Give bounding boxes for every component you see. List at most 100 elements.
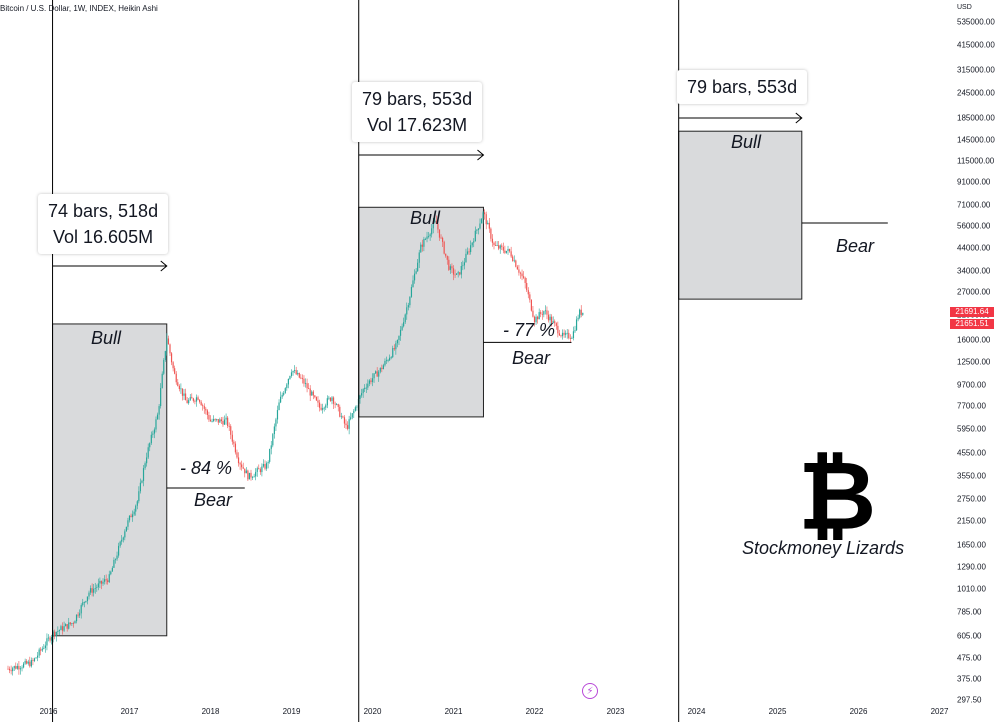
- candle: [135, 504, 137, 516]
- candle: [343, 415, 346, 429]
- candle: [259, 467, 261, 475]
- candle: [375, 370, 377, 374]
- y-tick-label: 475.00: [957, 653, 982, 663]
- candle: [213, 415, 215, 423]
- candle: [474, 226, 476, 242]
- candle: [482, 210, 484, 224]
- candle: [40, 647, 42, 656]
- x-tick-label: 2026: [849, 707, 868, 716]
- y-tick-label: 91000.00: [957, 177, 991, 187]
- candle: [443, 240, 445, 255]
- y-tick-label: 315000.00: [957, 65, 995, 75]
- x-tick-label: 2027: [930, 707, 949, 716]
- candle: [569, 334, 571, 343]
- candle: [191, 393, 193, 399]
- candle: [300, 374, 302, 380]
- candle: [328, 395, 330, 400]
- candle: [225, 413, 227, 425]
- candle: [577, 314, 579, 322]
- candle: [317, 396, 319, 408]
- y-tick-label: 185000.00: [957, 113, 995, 123]
- candle: [72, 621, 75, 628]
- y-tick-label: 2750.00: [957, 494, 986, 504]
- candle: [351, 413, 353, 420]
- candle: [315, 396, 318, 402]
- candle: [348, 415, 350, 435]
- candle: [83, 601, 85, 608]
- candle: [93, 584, 95, 597]
- candle: [279, 391, 282, 404]
- candle: [264, 460, 266, 471]
- candle: [580, 305, 582, 318]
- candle: [116, 551, 118, 561]
- candle: [389, 354, 391, 362]
- candle: [144, 461, 146, 470]
- candle: [521, 269, 523, 281]
- candle: [502, 242, 504, 254]
- candle: [412, 275, 414, 288]
- candle: [206, 409, 208, 420]
- candle: [477, 228, 480, 235]
- candle: [399, 325, 402, 341]
- candle: [331, 396, 333, 405]
- candle: [485, 211, 487, 230]
- cycle3-bear-label: Bear: [836, 236, 875, 256]
- candle: [546, 306, 548, 320]
- x-tick-label: 2018: [201, 707, 220, 716]
- candle: [198, 399, 201, 404]
- candle: [166, 333, 168, 356]
- y-tick-label: 56000.00: [957, 221, 991, 231]
- candle: [43, 644, 45, 650]
- candle: [200, 400, 202, 406]
- candle: [318, 399, 321, 412]
- candle: [256, 466, 258, 477]
- candle: [251, 475, 254, 481]
- candle: [287, 378, 289, 389]
- candle: [426, 231, 428, 243]
- y-tick-label: 1290.00: [957, 562, 986, 572]
- y-tick-label: 1650.00: [957, 540, 986, 550]
- candle: [367, 379, 369, 390]
- candle: [192, 397, 194, 403]
- candle: [61, 622, 64, 635]
- candle: [258, 464, 260, 470]
- candle: [217, 419, 219, 426]
- candle: [127, 517, 129, 530]
- candle: [432, 217, 434, 234]
- brand-name: Stockmoney Lizards: [742, 538, 905, 558]
- candle: [401, 323, 403, 332]
- candle: [336, 402, 338, 406]
- candle: [292, 370, 294, 376]
- candle: [529, 291, 531, 303]
- lightning-icon[interactable]: ⚡: [582, 683, 598, 699]
- y-tick-label: 44000.00: [957, 243, 991, 253]
- candle: [435, 215, 437, 224]
- candle: [452, 265, 455, 281]
- candle: [79, 609, 81, 618]
- candle: [13, 665, 15, 671]
- candle: [57, 626, 59, 636]
- candle: [68, 617, 70, 630]
- candle: [29, 656, 31, 668]
- y-tick-label: 16000.00: [957, 335, 991, 344]
- y-tick-label: 1010.00: [957, 584, 986, 594]
- range-arrow-head-1: [160, 260, 168, 272]
- candle: [205, 406, 207, 415]
- candle: [491, 234, 494, 247]
- candle: [36, 651, 39, 662]
- candle: [74, 620, 76, 624]
- candle: [468, 248, 470, 256]
- y-tick-label: 115000.00: [957, 156, 995, 166]
- candle: [276, 405, 279, 424]
- candle: [323, 406, 325, 412]
- candle: [152, 430, 154, 438]
- candle: [431, 223, 433, 238]
- candle: [272, 432, 274, 448]
- candle: [565, 330, 567, 338]
- candle: [498, 240, 500, 251]
- range-arrow-head-2: [477, 149, 485, 161]
- candle: [459, 272, 461, 276]
- candle: [537, 315, 539, 324]
- candle: [30, 657, 32, 668]
- candle: [108, 570, 110, 583]
